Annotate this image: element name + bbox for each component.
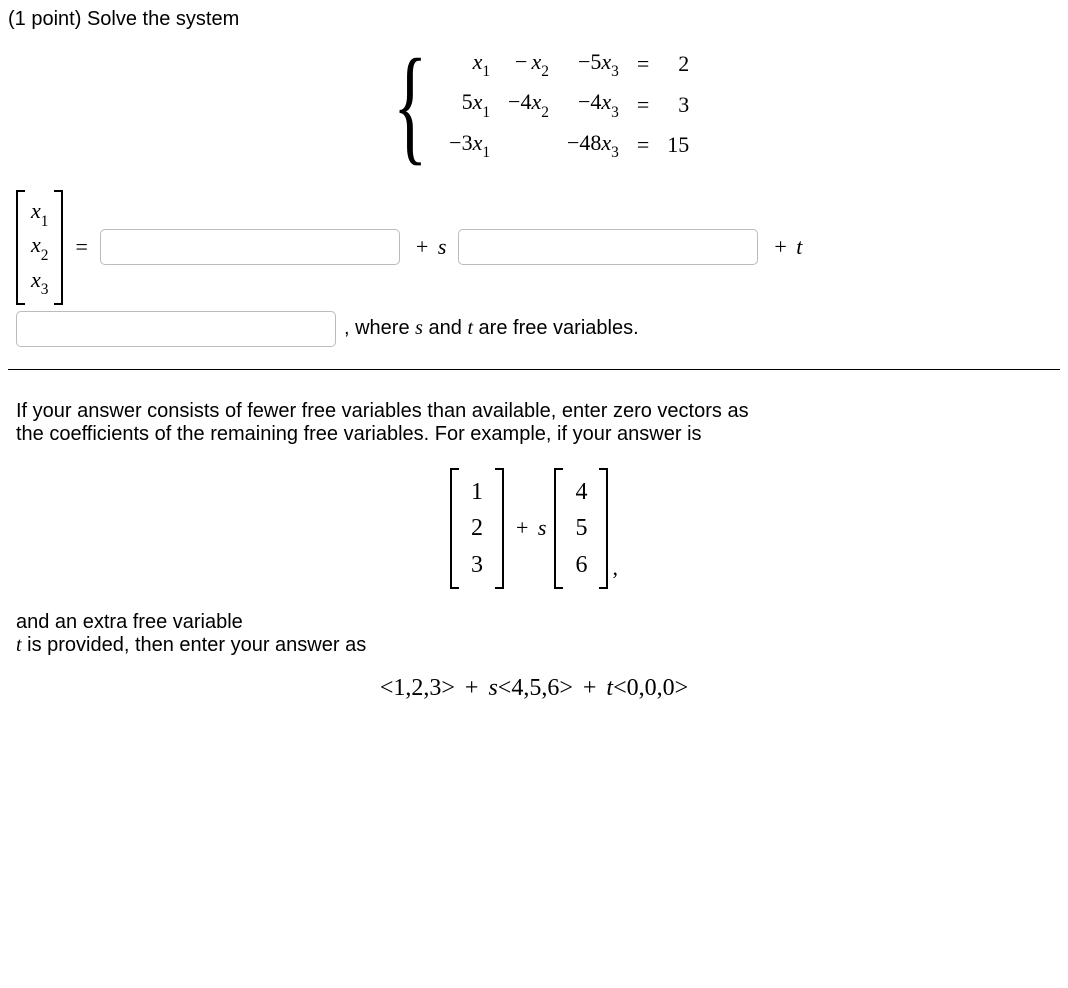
eq-r1-c3: −5x3 xyxy=(567,49,619,79)
eq-r2-c3: −4x3 xyxy=(567,89,619,119)
equals-sign: = xyxy=(69,234,93,260)
eq-r2-eq: = xyxy=(637,92,649,118)
prompt-text: Solve the system xyxy=(87,8,239,30)
eq-r2-c1: 5x1 xyxy=(449,89,490,119)
note-line-3: and an extra free variable xyxy=(16,611,1052,634)
eq-r2-rhs: 3 xyxy=(667,92,689,118)
eq-r1-eq: = xyxy=(637,51,649,77)
eq-r1-c2: −x2 xyxy=(508,49,549,79)
divider xyxy=(8,369,1060,370)
left-brace: { xyxy=(393,53,427,157)
variable-vector: x1 x2 x3 xyxy=(16,190,63,305)
eq-r3-eq: = xyxy=(637,132,649,158)
answer-format-example: <1,2,3> + s<4,5,6> + t<0,0,0> xyxy=(8,675,1060,702)
eq-r3-c3: −48x3 xyxy=(567,130,619,160)
answer-input-t[interactable] xyxy=(16,311,336,347)
free-variables-row: , where s and t are free variables. xyxy=(16,311,1060,347)
note-line-1: If your answer consists of fewer free va… xyxy=(16,400,1052,423)
answer-row: x1 x2 x3 = + s + t xyxy=(16,190,1060,305)
eq-r3-c1: −3x1 xyxy=(449,130,490,160)
plus-t-label: + t xyxy=(764,234,808,260)
answer-input-particular[interactable] xyxy=(100,229,400,265)
note-line-2: the coefficients of the remaining free v… xyxy=(16,423,1052,446)
note-line-4: t is provided, then enter your answer as xyxy=(16,634,1052,657)
eq-r3-rhs: 15 xyxy=(667,132,689,158)
eq-r1-c1: x1 xyxy=(449,49,490,79)
instructions-block-2: and an extra free variable t is provided… xyxy=(16,611,1052,657)
eq-r1-rhs: 2 xyxy=(667,51,689,77)
free-variables-text: , where s and t are free variables. xyxy=(340,317,639,340)
problem-header: (1 point) Solve the system xyxy=(8,8,1060,31)
plus-s-label: + s xyxy=(406,234,452,260)
answer-input-s[interactable] xyxy=(458,229,758,265)
eq-r2-c2: −4x2 xyxy=(508,89,549,119)
equation-system: { x1 −x2 −5x3 = 2 5x1 −4x2 −4x3 = 3 −3x1… xyxy=(8,49,1060,160)
example-vectors: 1 2 3 + s 4 5 6 , xyxy=(8,468,1060,589)
points-label: (1 point) xyxy=(8,8,81,30)
instructions-block: If your answer consists of fewer free va… xyxy=(16,400,1052,446)
